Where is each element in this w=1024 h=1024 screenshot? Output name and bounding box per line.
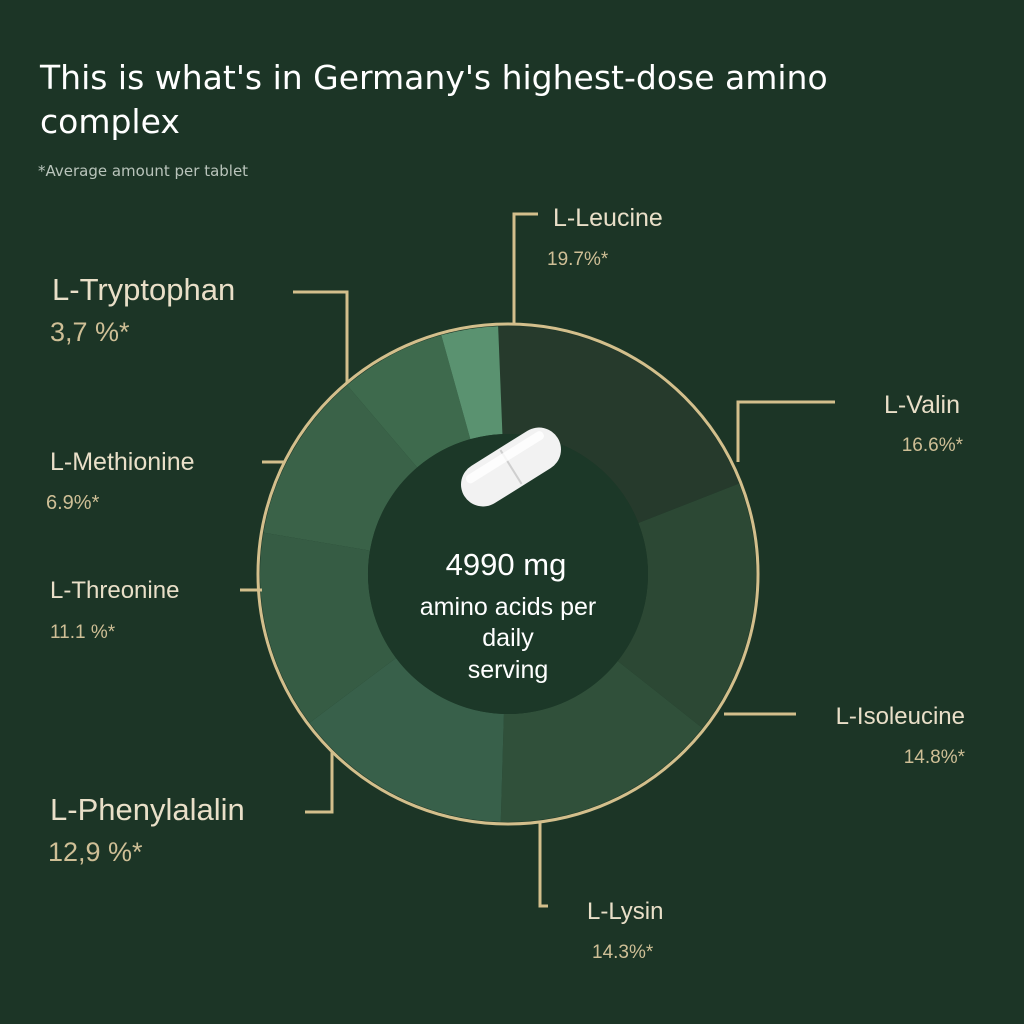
slice-l-tryptophan	[441, 326, 503, 440]
value-l-methionine: 6.9%*	[46, 492, 100, 514]
label-l-phenylalalin: L-Phenylalalin	[50, 792, 245, 827]
value-l-tryptophan: 3,7 %*	[50, 317, 130, 347]
label-l-tryptophan: L-Tryptophan	[52, 272, 235, 307]
leader-lines	[240, 212, 835, 908]
value-l-lysin: 14.3%*	[592, 942, 654, 963]
footnote: *Average amount per tablet	[38, 162, 249, 180]
value-l-leucine: 19.7%*	[547, 249, 609, 270]
center-line-1: amino acids per	[420, 593, 596, 621]
label-l-isoleucine: L-Isoleucine	[836, 703, 965, 730]
slice-labels: L-Leucine 19.7%* L-Valin 16.6%* L-Isoleucine…	[46, 204, 966, 963]
leader-line-l-valin	[736, 400, 835, 462]
label-l-leucine: L-Leucine	[553, 204, 663, 232]
slice-l-phenylalalin	[260, 532, 396, 723]
slice-l-isoleucine	[500, 660, 703, 822]
value-l-phenylalalin: 12,9 %*	[48, 837, 143, 867]
leader-line-l-phenylalalin	[305, 752, 334, 814]
label-l-methionine: L-Methionine	[50, 448, 195, 476]
pill-icon	[461, 427, 561, 507]
leader-line-l-lysin	[538, 822, 548, 908]
slice-l-leucine	[498, 326, 739, 524]
slice-l-threonine	[263, 385, 418, 551]
slice-l-lysin	[309, 657, 504, 822]
chart-slices	[260, 326, 757, 822]
center-line-2: daily	[482, 624, 534, 652]
chart-outer-ring	[256, 322, 760, 826]
center-disc	[368, 434, 648, 714]
value-l-valin: 16.6%*	[902, 435, 964, 456]
leader-line-l-leucine	[512, 212, 538, 324]
label-l-lysin: L-Lysin	[587, 898, 663, 925]
value-l-threonine: 11.1 %*	[50, 622, 116, 643]
slice-l-methionine	[347, 335, 471, 468]
page-title: This is what's in Germany's highest-dose…	[40, 58, 828, 141]
center-amount: 4990 mg	[446, 547, 567, 582]
label-l-threonine: L-Threonine	[50, 577, 179, 604]
center-line-3: serving	[468, 656, 549, 684]
leader-line-l-tryptophan	[293, 290, 349, 382]
slice-l-valin	[617, 483, 757, 729]
value-l-isoleucine: 14.8%*	[904, 747, 966, 768]
label-l-valin: L-Valin	[884, 391, 960, 419]
